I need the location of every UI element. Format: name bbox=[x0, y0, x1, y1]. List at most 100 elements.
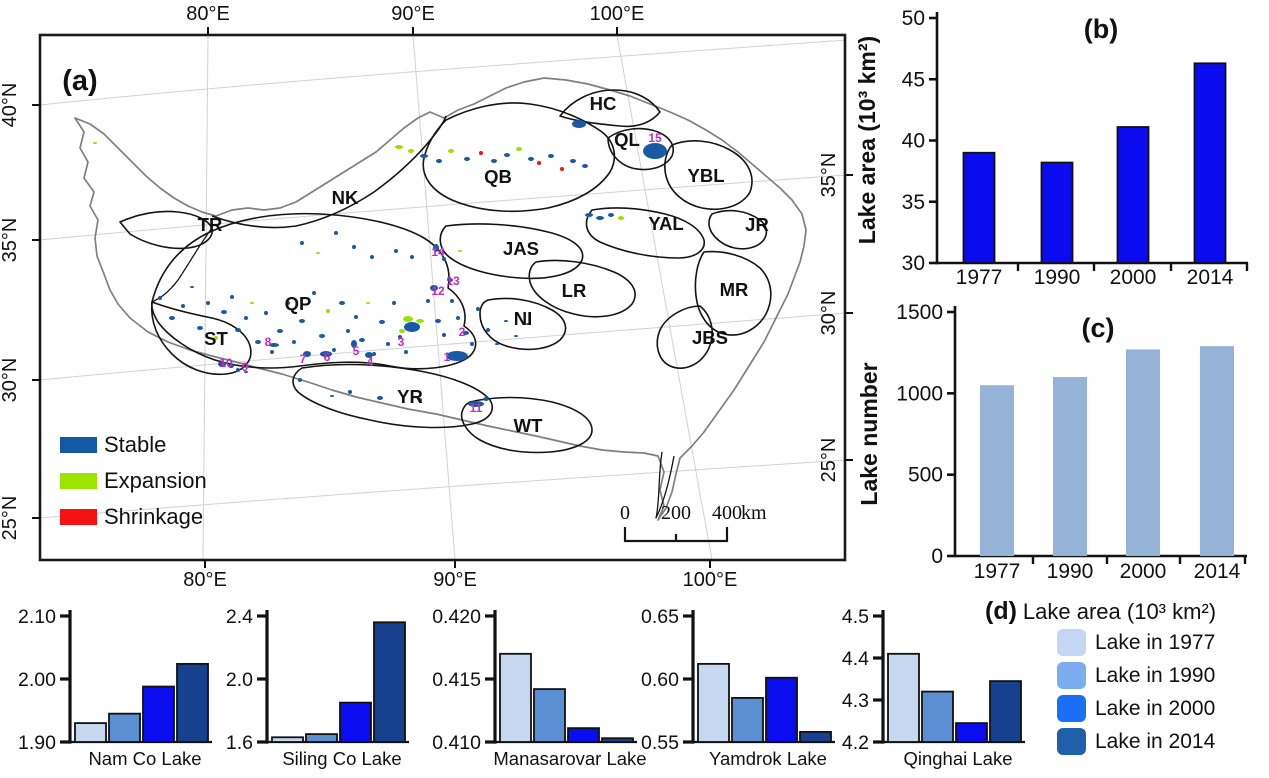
lake-polygon-stable bbox=[608, 213, 614, 217]
legend-swatch-2014 bbox=[1057, 728, 1086, 755]
lake-polygon-stable bbox=[442, 333, 446, 337]
lake-polygon-stable bbox=[372, 352, 376, 356]
lake-polygon-expansion bbox=[395, 145, 403, 149]
y-tick-label-0.420: 0.420 bbox=[432, 606, 481, 628]
lake-polygon-stable bbox=[320, 351, 332, 357]
lake-polygon-stable bbox=[570, 159, 576, 163]
lake-polygon-stable bbox=[306, 352, 310, 356]
lake-polygon-stable bbox=[158, 296, 162, 300]
region-label-JAS: JAS bbox=[503, 238, 539, 259]
bar-1990 bbox=[1040, 161, 1074, 264]
lake-polygon-stable bbox=[330, 395, 334, 397]
lake-polygon-shrinkage bbox=[537, 161, 541, 165]
lake-polygon-stable bbox=[244, 371, 248, 373]
lake-polygon-stable bbox=[585, 213, 593, 217]
lake-polygon-stable bbox=[447, 278, 453, 282]
lake-polygon-shrinkage bbox=[479, 151, 483, 155]
y-tick-label-0.55: 0.55 bbox=[641, 732, 679, 754]
bar-1977 bbox=[980, 385, 1014, 556]
lake-polygon-stable bbox=[464, 157, 470, 161]
lake-polygon-stable bbox=[504, 320, 508, 322]
legend-label-2014: Lake in 2014 bbox=[1095, 729, 1216, 753]
lake-polygon-stable bbox=[410, 255, 414, 259]
lake-polygon-stable bbox=[514, 335, 518, 337]
lake-polygon-stable bbox=[528, 157, 534, 161]
y-axis-title-b: Lake area (10³ km²) bbox=[855, 36, 880, 244]
lake-polygon-stable bbox=[430, 285, 438, 291]
bar-2000 bbox=[1116, 126, 1150, 264]
lake-polygon-stable bbox=[292, 340, 296, 344]
lake-polygon-stable bbox=[365, 352, 373, 358]
lake-polygon-expansion bbox=[326, 309, 330, 313]
lake-polygon-stable bbox=[526, 323, 530, 325]
legend-label-1977: Lake in 1977 bbox=[1095, 630, 1216, 654]
lake-polygon-expansion bbox=[403, 316, 413, 322]
legend-item-2000: Lake in 2000 bbox=[1057, 692, 1267, 725]
axis-label-left-35°N: 35°N bbox=[0, 218, 21, 263]
lake-polygon-stable bbox=[206, 301, 210, 305]
bar-2014 bbox=[601, 737, 634, 743]
lake-polygon-stable bbox=[269, 343, 279, 347]
lake-number-13: 13 bbox=[446, 274, 460, 288]
y-tick-label-4.5: 4.5 bbox=[842, 606, 869, 628]
lake-polygon-stable bbox=[218, 361, 226, 367]
lake-polygon-stable bbox=[394, 249, 398, 253]
map-panel: (a) TR NK QB HC QL YBL YAL JR JAS MR LR NI JBS QP ST YR W… bbox=[0, 3, 853, 591]
lake-number-12: 12 bbox=[431, 284, 445, 298]
panel-label-b: (b) bbox=[1084, 14, 1118, 44]
lake-polygon-stable bbox=[643, 143, 667, 159]
lake-polygon-expansion bbox=[618, 216, 624, 220]
lake-polygon-stable bbox=[377, 396, 383, 400]
bar-2000 bbox=[339, 701, 372, 743]
legend-item-2014: Lake in 2014 bbox=[1057, 725, 1267, 758]
category-label-1990: 1990 bbox=[1034, 266, 1081, 285]
map-legend-swatch-shrinkage bbox=[60, 509, 97, 525]
map-legend-label-stable: Stable bbox=[104, 432, 166, 457]
lake-polygon-stable bbox=[582, 164, 588, 168]
lake-polygon-expansion bbox=[408, 149, 414, 153]
lake-polygon-expansion bbox=[399, 329, 405, 333]
lake-polygon-stable bbox=[346, 329, 350, 333]
region-label-QB: QB bbox=[484, 166, 512, 187]
region-label-NI: NI bbox=[514, 308, 533, 329]
lake-polygon-expansion bbox=[250, 302, 254, 304]
bar-1977 bbox=[962, 151, 996, 264]
y-axis-title-c: Lake number bbox=[856, 362, 882, 505]
lake-name-namco: Nam Co Lake bbox=[88, 748, 201, 769]
y-tick-label-4.4: 4.4 bbox=[842, 648, 869, 670]
y-tick-label-45: 45 bbox=[902, 68, 925, 91]
lake-polygon-stable bbox=[230, 295, 234, 299]
lake-polygon-stable bbox=[404, 322, 420, 332]
y-tick-label-1500: 1500 bbox=[896, 301, 943, 324]
legend-swatch-1990 bbox=[1057, 662, 1086, 689]
lake-polygon-stable bbox=[491, 159, 497, 163]
bar-1990 bbox=[305, 733, 338, 743]
bar-2000 bbox=[142, 685, 175, 743]
chart-b-lake-area: 30 35 40 45 50 1977 1990 2000 2014 (b) Lake area (… bbox=[855, 7, 1249, 285]
bar-2014 bbox=[989, 680, 1022, 743]
lake-polygon-stable bbox=[386, 342, 390, 346]
map-labels-layer: (a) TR NK QB HC QL YBL YAL JR JAS MR LR NI JBS QP ST YR W… bbox=[60, 65, 769, 529]
lake-polygon-stable bbox=[264, 311, 268, 315]
bar-2000 bbox=[765, 676, 798, 743]
lake-polygon-stable bbox=[548, 154, 554, 158]
lake-polygon-expansion bbox=[448, 149, 454, 153]
legend-d-title-text: Lake area (10³ km²) bbox=[1022, 599, 1217, 624]
bar-1990 bbox=[921, 690, 954, 743]
lake-number-9: 9 bbox=[242, 360, 249, 374]
lake-polygon-stable bbox=[442, 257, 446, 261]
lake-polygon-stable bbox=[197, 326, 203, 330]
axis-label-right-25°N: 25°N bbox=[818, 438, 840, 483]
lake-polygon-stable bbox=[483, 397, 489, 401]
legend-item-1990: Lake in 1990 bbox=[1057, 659, 1267, 692]
axis-label-top-100°E: 100°E bbox=[590, 3, 645, 25]
y-tick-label-2.0: 2.0 bbox=[226, 669, 253, 691]
lake-polygon-stable bbox=[300, 241, 304, 245]
chart-c-lake-number: 0 500 1000 1500 1977 1990 2000 2014 (c) Lake numb… bbox=[856, 301, 1247, 583]
lake-polygon-stable bbox=[456, 316, 460, 320]
lake-polygon-stable bbox=[299, 319, 305, 323]
lake-polygon-stable bbox=[572, 120, 586, 128]
legend-d-title: (d) Lake area (10³ km²) bbox=[985, 597, 1267, 626]
map-legend-label-expansion: Expansion bbox=[104, 468, 207, 493]
lake-polygon-stable bbox=[463, 331, 469, 335]
